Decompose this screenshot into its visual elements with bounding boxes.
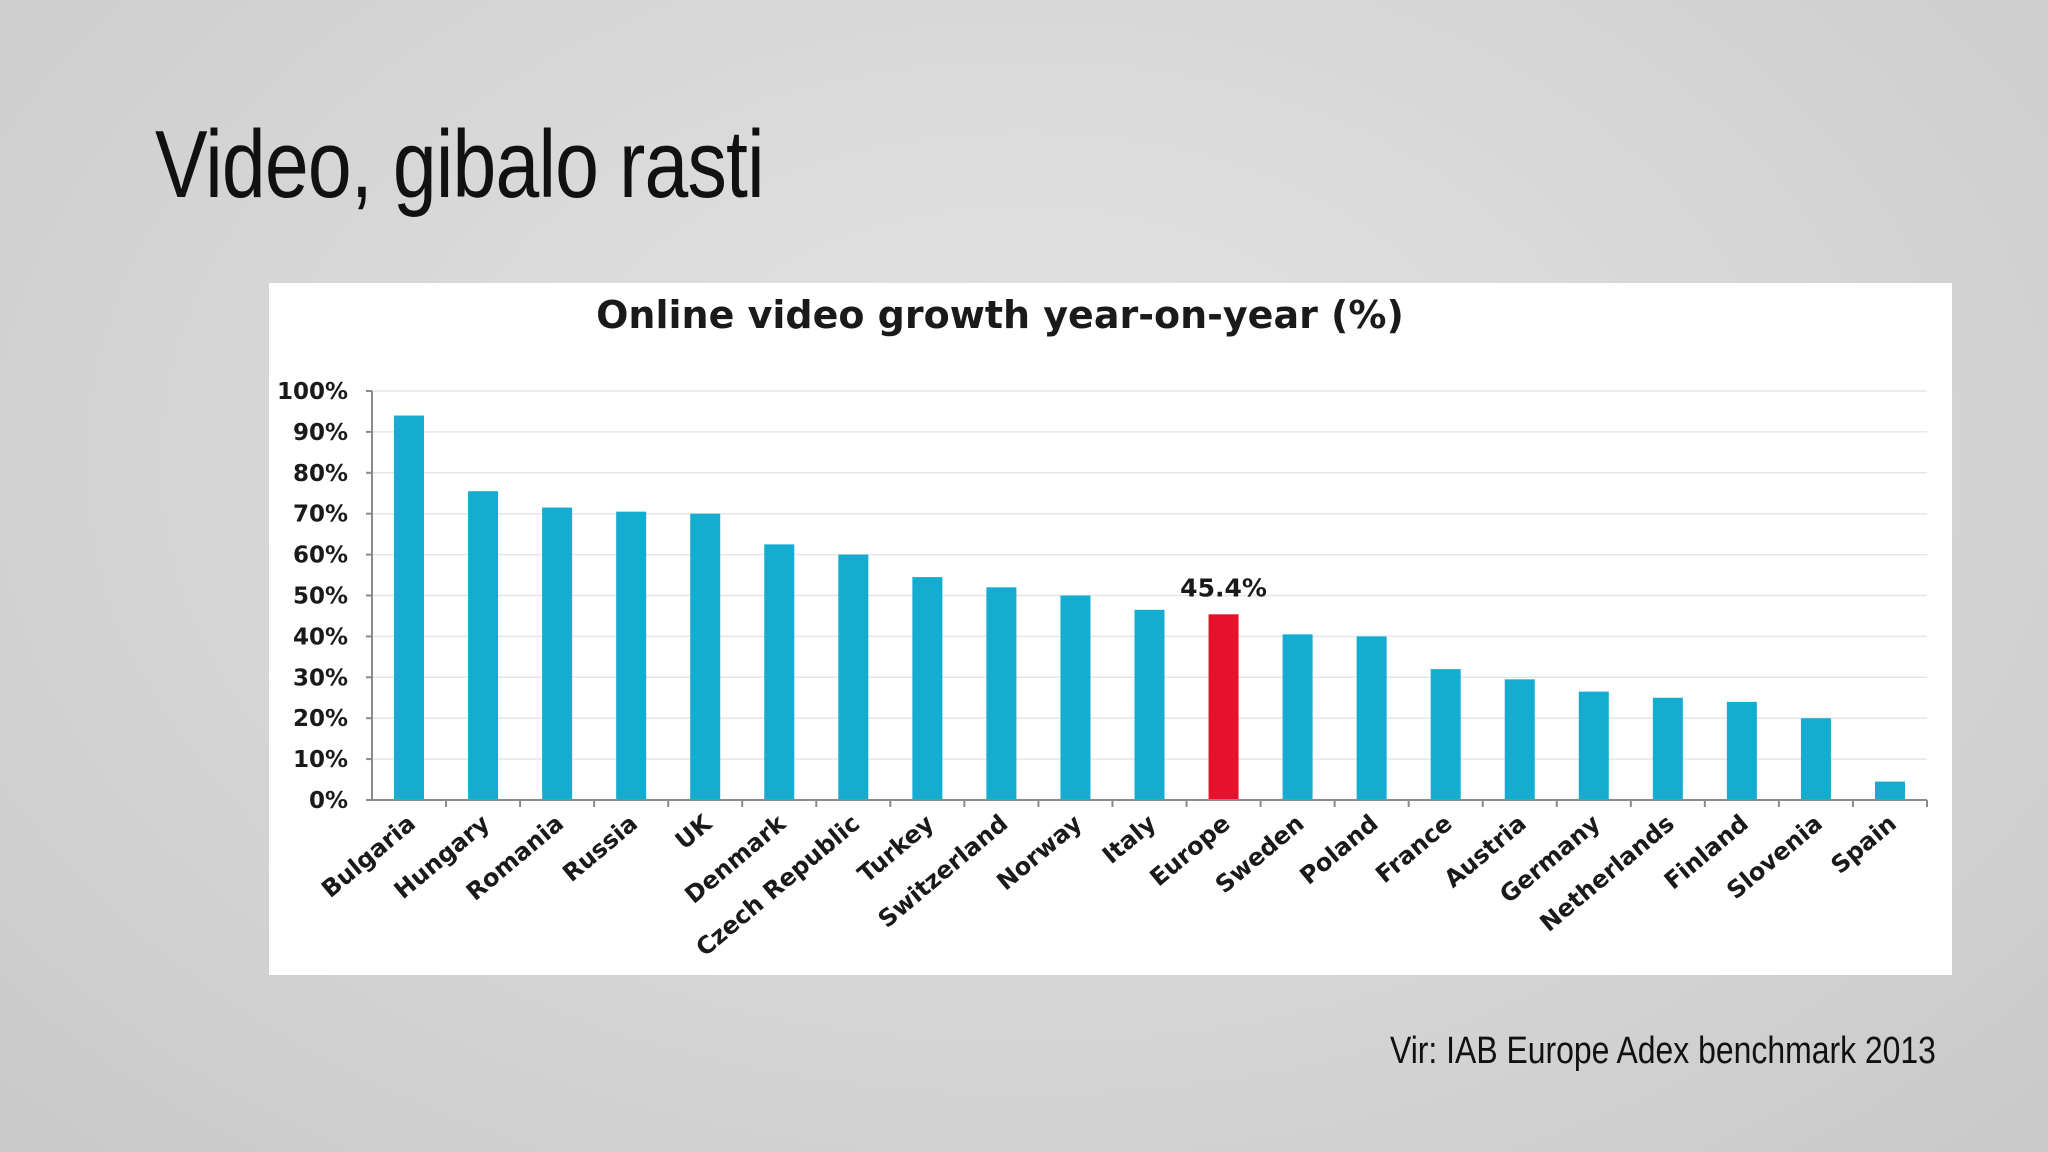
bars xyxy=(394,415,1905,800)
bar-russia xyxy=(616,511,647,800)
bar-austria xyxy=(1504,679,1535,800)
y-tick-label: 0% xyxy=(309,788,348,814)
bar-europe xyxy=(1208,614,1239,800)
slide-title: Video, gibalo rasti xyxy=(155,111,765,218)
bar-hungary xyxy=(468,491,499,800)
y-tick-label: 80% xyxy=(293,461,348,487)
bar-uk xyxy=(690,513,721,800)
bar-romania xyxy=(542,507,573,800)
y-tick-label: 20% xyxy=(293,706,348,732)
bar-spain xyxy=(1874,781,1905,800)
chart-panel: Online video growth year-on-year (%) 0% 1… xyxy=(269,283,1952,975)
y-tick-labels: 0% 10% 20% 30% 40% 50% 60% 70% 80% 90% 100% xyxy=(277,379,372,814)
bar-netherlands xyxy=(1652,697,1683,800)
bar-chart: Online video growth year-on-year (%) 0% 1… xyxy=(277,293,1928,962)
x-tick-label: UK xyxy=(670,808,718,855)
bar-bulgaria xyxy=(394,415,425,800)
y-tick-label: 10% xyxy=(293,747,348,773)
bar-italy xyxy=(1134,609,1165,800)
x-tick-label: Italy xyxy=(1097,809,1162,870)
chart-title: Online video growth year-on-year (%) xyxy=(596,293,1404,337)
data-labels: 45.4% xyxy=(1180,573,1267,602)
y-tick-label: 50% xyxy=(293,584,348,610)
y-tick-label: 40% xyxy=(293,624,348,650)
bar-slovenia xyxy=(1800,718,1831,800)
bar-finland xyxy=(1726,701,1757,800)
bar-norway xyxy=(1060,595,1091,800)
data-label: 45.4% xyxy=(1180,573,1267,602)
bar-sweden xyxy=(1282,634,1313,800)
y-tick-label: 60% xyxy=(293,543,348,569)
y-tick-label: 100% xyxy=(277,379,348,405)
y-tick-label: 90% xyxy=(293,420,348,446)
bar-czech-republic xyxy=(838,554,869,800)
x-tick-label: Russia xyxy=(557,809,643,887)
bar-turkey xyxy=(912,577,943,800)
bar-poland xyxy=(1356,636,1387,800)
x-tick-label: Switzerland xyxy=(873,809,1014,933)
source-note: Vir: IAB Europe Adex benchmark 2013 xyxy=(1390,1030,1936,1072)
y-tick-label: 70% xyxy=(293,502,348,528)
bar-denmark xyxy=(764,544,795,800)
bar-france xyxy=(1430,669,1461,800)
bar-germany xyxy=(1578,691,1609,800)
y-tick-label: 30% xyxy=(293,665,348,691)
x-tick-label: Spain xyxy=(1826,809,1902,879)
bar-switzerland xyxy=(986,587,1017,800)
x-tick-label: Poland xyxy=(1294,809,1383,890)
